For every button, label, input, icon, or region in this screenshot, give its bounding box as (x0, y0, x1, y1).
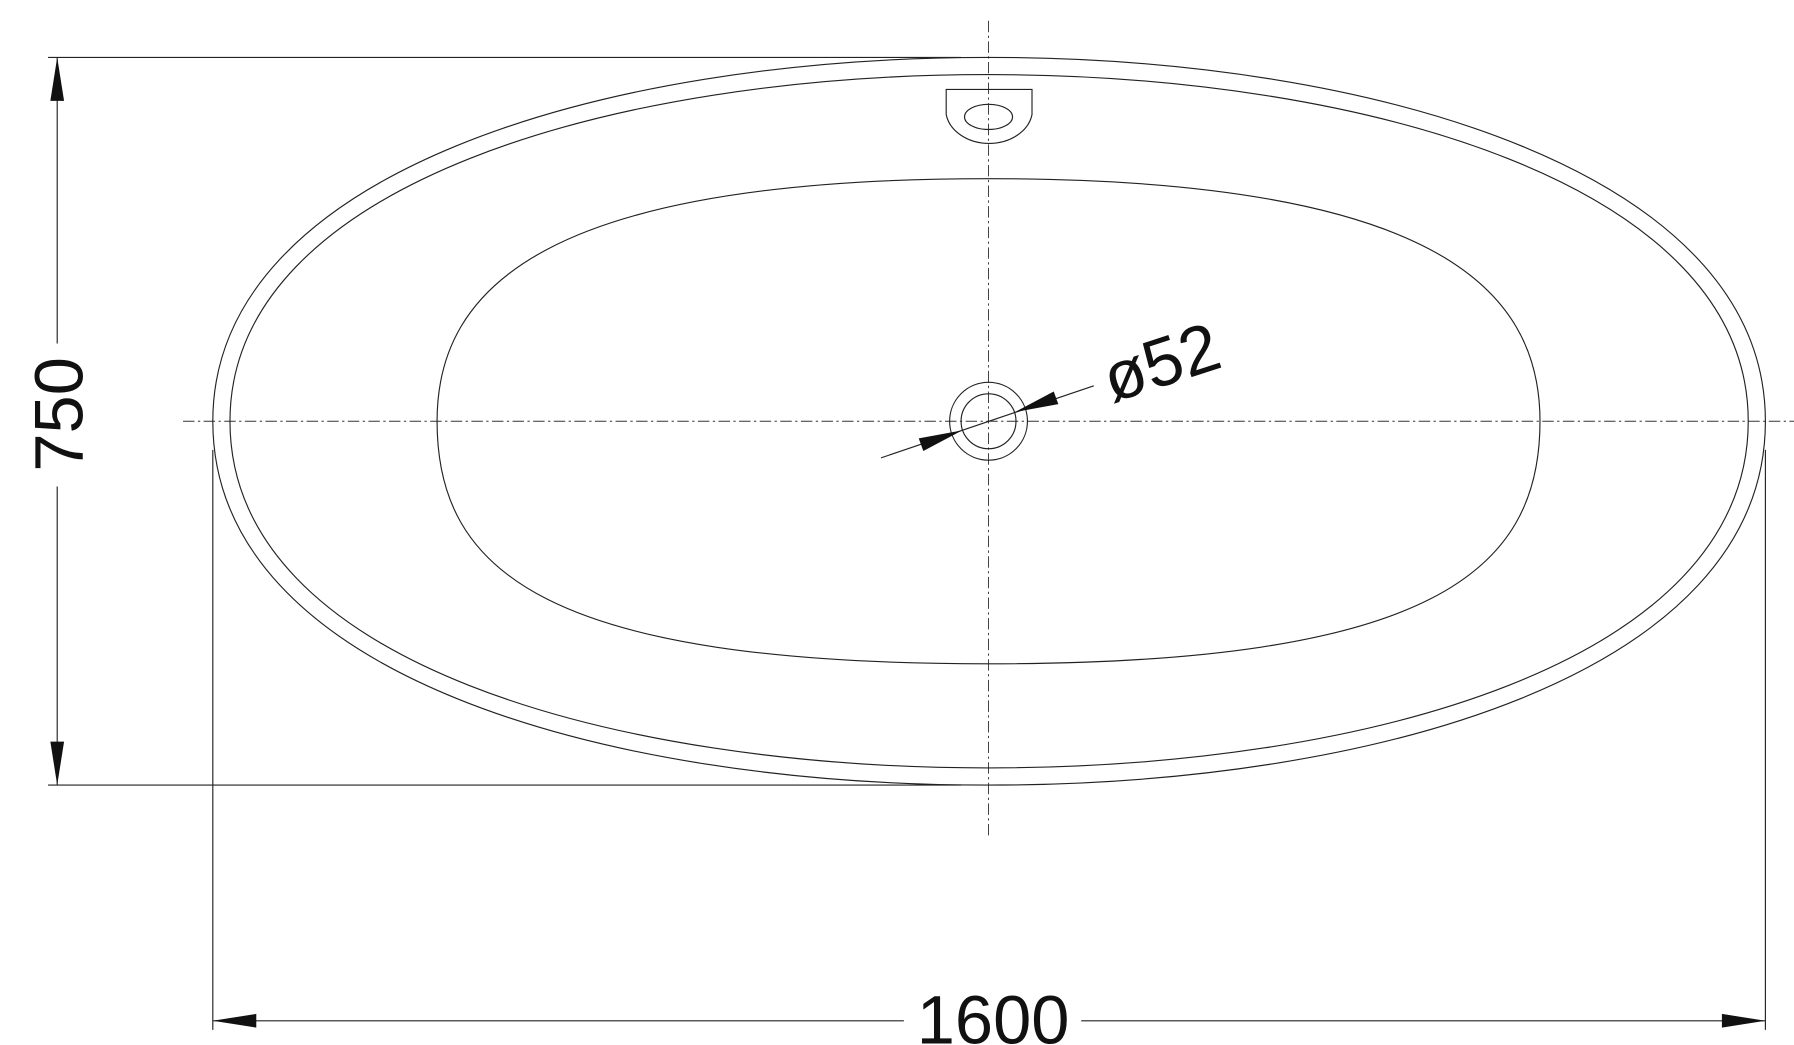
length-label: 1600 (917, 982, 1070, 1045)
length-dimension: 1600 (212, 449, 1766, 1045)
overflow (945, 88, 1033, 144)
drain-outer (949, 381, 1029, 461)
drain-inner (960, 393, 1017, 450)
arrow (212, 1013, 257, 1028)
width-dimension: 750 (20, 56, 962, 786)
arrow (918, 430, 963, 451)
leader-line (880, 385, 1094, 459)
arrow (1014, 391, 1059, 413)
basin (436, 178, 1541, 665)
tub-outline (212, 56, 1766, 786)
arrow (1721, 1013, 1766, 1028)
inner-rim (229, 73, 1749, 769)
arrow (50, 57, 65, 101)
drain-label: ø52 (1093, 307, 1229, 417)
drain-dimension: ø52 (880, 307, 1229, 459)
outer-rim (212, 56, 1766, 786)
arrow (50, 741, 65, 786)
overflow-hole (963, 103, 1014, 131)
width-label: 750 (20, 357, 97, 472)
